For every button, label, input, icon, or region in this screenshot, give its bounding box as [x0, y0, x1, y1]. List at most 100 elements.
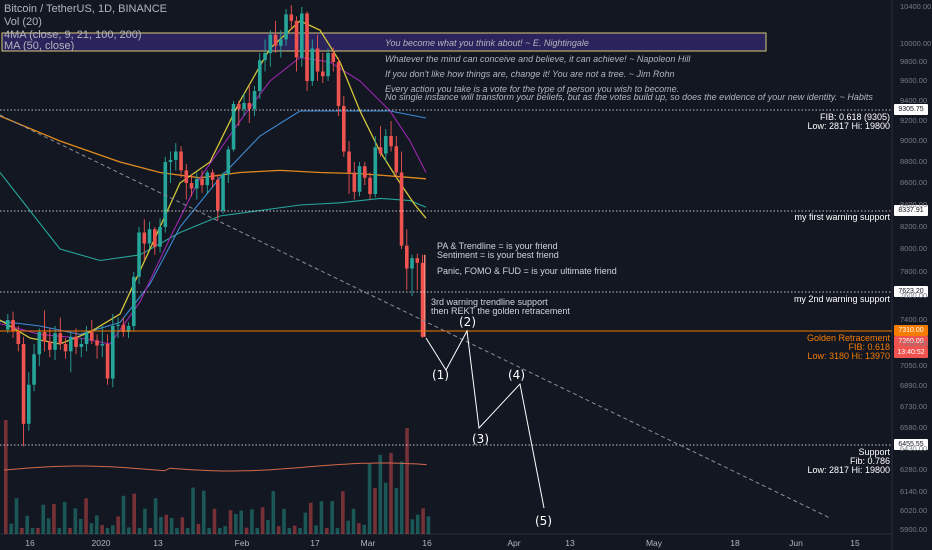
candle-body — [132, 276, 136, 326]
golden-retracement-label: Golden Retracement — [806, 333, 890, 343]
volume-bar — [218, 528, 222, 534]
volume-bar — [255, 528, 260, 534]
candle-body — [32, 354, 36, 385]
volume-bar — [244, 527, 249, 534]
candle-body — [336, 62, 341, 106]
volume-indicator-label[interactable]: Vol (20) — [4, 16, 42, 28]
volume-bar — [362, 524, 367, 534]
quote-jim-rohn: If you don't like how things are, change… — [385, 69, 675, 79]
price-tag-8337: 8337.91 — [894, 205, 928, 216]
elliott-wave-path — [425, 329, 545, 509]
candle-body — [137, 232, 141, 277]
candle-body — [363, 166, 367, 178]
ma50-indicator-label[interactable]: MA (50, close) — [4, 40, 75, 52]
time-tick-label: 2020 — [91, 538, 111, 548]
volume-bar — [73, 508, 78, 534]
time-tick-label: Mar — [360, 538, 376, 548]
volume-bar — [185, 528, 190, 534]
price-tag-7310: 7310.00 — [894, 325, 928, 336]
wave-label-5: (5) — [535, 514, 552, 528]
volume-bar — [84, 498, 88, 534]
candle-body — [294, 20, 299, 58]
volume-bar — [298, 528, 302, 534]
volume-bar — [20, 528, 24, 534]
volume-bar — [250, 509, 254, 534]
candle-body — [289, 14, 294, 21]
candle-body — [237, 104, 241, 109]
candle-body — [153, 229, 157, 247]
candle-body — [163, 162, 168, 227]
volume-bar — [68, 528, 72, 534]
fib-618-label: FIB: 0.618 (9305) — [819, 112, 890, 122]
candle-body — [415, 258, 420, 263]
candle-body — [231, 104, 236, 150]
candle-body — [300, 13, 304, 58]
candle-body — [6, 320, 10, 330]
price-tick-label: 8400.00 — [900, 200, 928, 209]
volume-bar — [223, 526, 227, 534]
candle-body — [100, 344, 105, 346]
quote-highlight-box — [1, 32, 767, 52]
candle-body — [305, 13, 309, 82]
volume-bar — [164, 514, 169, 534]
volume-bar — [410, 519, 415, 534]
price-tag-6455: 6455.55 — [894, 439, 928, 450]
volume-bar — [319, 501, 324, 534]
price-tick-label: 7800.00 — [900, 267, 928, 276]
candle-body — [195, 178, 199, 189]
price-tag-7623: 7623.20 — [894, 286, 928, 297]
volume-bar — [111, 525, 115, 534]
volume-bar — [41, 504, 46, 534]
volume-bar — [201, 490, 206, 534]
volume-bar — [399, 461, 404, 534]
candle-body — [147, 229, 152, 244]
price-tick-label: 10400.00 — [900, 2, 932, 11]
time-tick-label: 13 — [153, 538, 163, 548]
price-tick-label: 6730.00 — [900, 402, 928, 411]
volume-bar — [143, 508, 147, 534]
golden-range-label: Low: 3180 Hi: 13970 — [807, 351, 890, 361]
candle-body — [105, 344, 110, 379]
volume-bar — [228, 510, 233, 534]
candle-body — [74, 336, 78, 347]
time-tick-label: 16 — [25, 538, 35, 548]
volume-bar — [132, 493, 136, 534]
price-tick-label: 7200.00 — [900, 339, 928, 348]
note-sentiment: Sentiment = is your best friend — [437, 250, 559, 260]
volume-bar — [62, 501, 67, 534]
price-tick-label: 7600.00 — [900, 291, 928, 300]
candle-body — [84, 332, 89, 344]
volume-bar — [180, 517, 185, 534]
candle-body — [111, 326, 115, 379]
candle-body — [221, 174, 225, 211]
volume-bar — [341, 491, 345, 534]
quote-vote-identity: Every action you take is a vote for the … — [385, 84, 680, 94]
price-tick-label: 6280.00 — [900, 465, 928, 474]
volume-bar — [94, 515, 99, 534]
volume-bar — [383, 482, 388, 534]
symbol-title[interactable]: Bitcoin / TetherUS, 1D, BINANCE — [4, 3, 168, 15]
support-fib-label: Fib: 0.786 — [849, 456, 890, 466]
candle-body — [48, 341, 52, 350]
candle-body — [158, 227, 162, 247]
candle-body — [226, 149, 231, 175]
support-title-label: Support — [858, 447, 890, 457]
note-trendline-support: 3rd warning trendline support — [431, 297, 548, 307]
price-tick-label: 8800.00 — [900, 157, 928, 166]
candle-body — [357, 166, 362, 192]
quote-nightingale: You become what you think about! ~ E. Ni… — [385, 38, 589, 48]
price-tick-label: 8600.00 — [900, 178, 928, 187]
volume-bar — [314, 525, 318, 534]
ma4-indicator-label[interactable]: 4MA (close, 9, 21, 100, 200) — [4, 29, 142, 41]
support-range-label: Low: 2817 Hi: 19800 — [807, 465, 890, 475]
volume-bar — [100, 525, 104, 534]
candle-body — [389, 136, 393, 147]
candle-body — [11, 320, 15, 331]
bar-close-timer: 13:40:52 — [894, 347, 928, 358]
candle-body — [399, 172, 404, 246]
time-tick-label: Jun — [789, 538, 803, 548]
price-tick-label: 8200.00 — [900, 222, 928, 231]
volume-bar — [325, 528, 329, 534]
